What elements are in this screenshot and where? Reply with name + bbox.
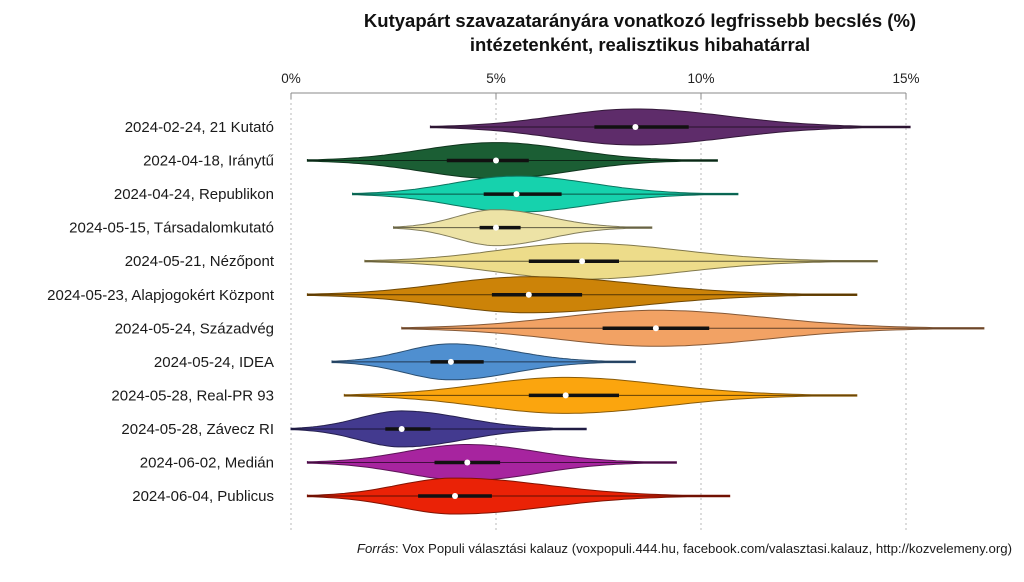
row-labels: 2024-02-24, 21 Kutató 2024-04-18, Iránytű… bbox=[47, 119, 275, 505]
chart-title: Kutyapárt szavazatarányára vonatkozó leg… bbox=[364, 10, 916, 31]
violin-group bbox=[306, 444, 677, 481]
x-tick-label: 0% bbox=[281, 71, 301, 86]
row-label: 2024-06-04, Publicus bbox=[132, 488, 274, 505]
x-tick-label: 5% bbox=[486, 71, 506, 86]
row-label: 2024-05-23, Alapjogokért Központ bbox=[47, 287, 275, 304]
source-label: Forrás bbox=[356, 541, 396, 556]
violin-group bbox=[331, 343, 636, 381]
row-label: 2024-05-24, Századvég bbox=[115, 320, 274, 337]
violin-median-dot bbox=[652, 325, 659, 332]
violin-group bbox=[401, 309, 985, 347]
violin-median-dot bbox=[632, 124, 639, 130]
violin-median-dot bbox=[525, 291, 532, 298]
violin-group bbox=[343, 376, 858, 414]
violin-group bbox=[393, 209, 653, 247]
chart-subtitle: intézetenként, realisztikus hibahatárral bbox=[470, 34, 810, 55]
violin-group bbox=[429, 108, 911, 146]
row-label: 2024-05-21, Nézőpont bbox=[125, 253, 275, 270]
row-label: 2024-05-28, Závecz RI bbox=[121, 421, 274, 438]
violin-median-dot bbox=[464, 459, 471, 466]
x-tick-label: 15% bbox=[892, 71, 919, 86]
violin-median-dot bbox=[493, 157, 499, 164]
row-label: 2024-05-24, IDEA bbox=[154, 354, 274, 371]
violin-median-dot bbox=[513, 191, 520, 198]
source-note: Forrás: Vox Populi választási kalauz (vo… bbox=[357, 541, 1012, 556]
violin-group bbox=[290, 410, 587, 448]
violins bbox=[290, 108, 985, 515]
row-label: 2024-05-28, Real-PR 93 bbox=[111, 387, 274, 404]
row-label: 2024-06-02, Medián bbox=[140, 455, 274, 472]
violin-median-dot bbox=[562, 392, 569, 399]
violin-group bbox=[306, 477, 731, 515]
row-label: 2024-04-18, Iránytű bbox=[143, 153, 274, 170]
x-ticks: 0% 5% 10% 15% bbox=[281, 71, 920, 99]
violin-median-dot bbox=[493, 224, 499, 231]
violin-median-dot bbox=[447, 358, 454, 365]
row-label: 2024-02-24, 21 Kutató bbox=[125, 119, 274, 136]
row-label: 2024-05-15, Társadalomkutató bbox=[69, 220, 274, 237]
x-tick-label: 10% bbox=[687, 71, 714, 86]
source-text: : Vox Populi választási kalauz (voxpopul… bbox=[395, 541, 1012, 556]
violin-group bbox=[352, 175, 739, 213]
violin-median-dot bbox=[452, 493, 458, 500]
violin-median-dot bbox=[579, 258, 586, 265]
violin-group bbox=[306, 276, 858, 314]
row-label: 2024-04-24, Republikon bbox=[114, 186, 274, 203]
violin-group bbox=[364, 242, 878, 280]
violin-group bbox=[306, 142, 718, 179]
violin-median-dot bbox=[398, 425, 405, 432]
